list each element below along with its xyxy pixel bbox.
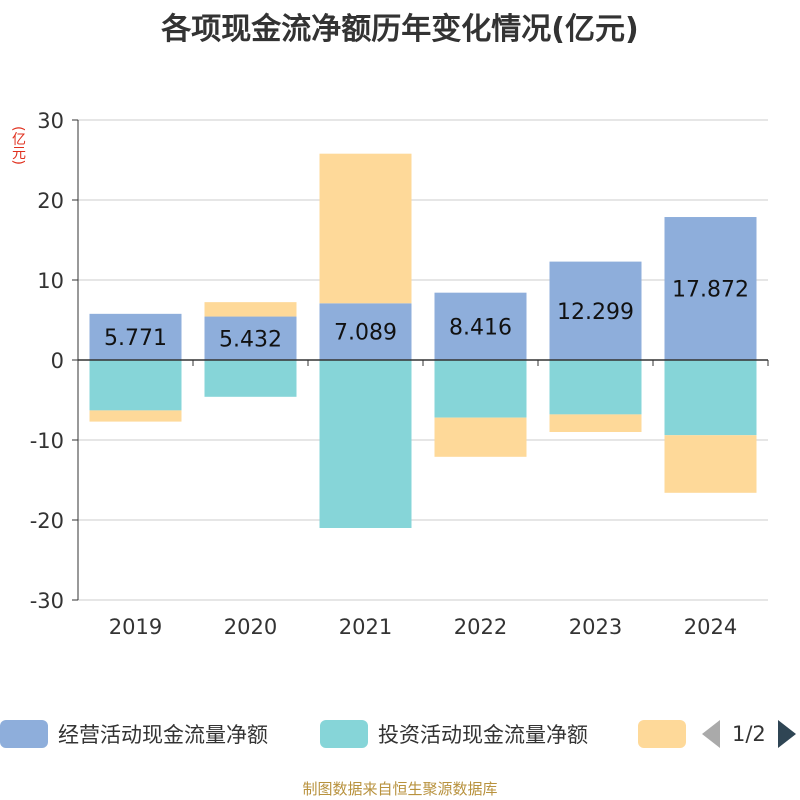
- x-tick-label: 2022: [454, 615, 507, 639]
- legend-prev-icon[interactable]: [702, 720, 720, 748]
- bar-2019-series-3: [89, 410, 182, 422]
- legend[interactable]: 经营活动现金流量净额 投资活动现金流量净额 1/2: [0, 716, 800, 752]
- data-label: 5.771: [104, 326, 167, 351]
- bar-2022-series-2: [434, 360, 527, 418]
- bar-2022-series-1: [434, 292, 527, 360]
- y-tick-label: -10: [30, 429, 64, 453]
- bar-2020-series-1: [204, 316, 297, 360]
- y-tick-label: 0: [51, 349, 64, 373]
- bar-2020-series-3: [204, 302, 297, 317]
- x-tick-label: 2019: [109, 615, 162, 639]
- y-tick-label: 30: [37, 109, 64, 133]
- legend-swatch-operating: [0, 720, 48, 748]
- bar-2024-series-1: [664, 217, 757, 360]
- bar-2024-series-2: [664, 360, 757, 436]
- data-source-footer: 制图数据来自恒生聚源数据库: [302, 780, 498, 798]
- bar-2022-series-3: [434, 417, 527, 457]
- legend-item-operating[interactable]: 经营活动现金流量净额: [0, 716, 268, 752]
- bar-2021-series-1: [319, 303, 412, 360]
- legend-page-indicator: 1/2: [732, 722, 766, 746]
- legend-swatch-investing: [320, 720, 368, 748]
- y-tick-label: -30: [30, 589, 64, 613]
- data-label: 5.432: [219, 327, 282, 352]
- data-label: 12.299: [557, 300, 634, 325]
- x-tick-label: 2024: [684, 615, 737, 639]
- legend-item-investing[interactable]: 投资活动现金流量净额: [320, 716, 588, 752]
- data-label: 17.872: [672, 278, 749, 303]
- bar-2024-series-3: [664, 435, 757, 493]
- bar-2021-series-3: [319, 153, 412, 304]
- bar-2019-series-1: [89, 313, 182, 360]
- bar-2019-series-2: [89, 360, 182, 411]
- y-tick-label: -20: [30, 509, 64, 533]
- bar-2021-series-2: [319, 360, 412, 528]
- bar-2023-series-3: [549, 414, 642, 432]
- data-label: 7.089: [334, 321, 397, 346]
- bar-2023-series-2: [549, 360, 642, 415]
- bar-2023-series-1: [549, 261, 642, 360]
- bar-2020-series-2: [204, 360, 297, 397]
- chart-area: 30 20 10 0 -10 -20 -30 2019 5.771 2020 5.432 2021 7.…: [30, 109, 769, 639]
- legend-item-financing[interactable]: [638, 716, 696, 752]
- legend-label-operating: 经营活动现金流量净额: [58, 723, 268, 747]
- y-tick-label: 10: [37, 269, 64, 293]
- y-tick-label: 20: [37, 189, 64, 213]
- y-axis-unit: (亿元): [10, 126, 26, 165]
- data-label: 8.416: [449, 315, 512, 340]
- chart-title: 各项现金流净额历年变化情况(亿元): [161, 12, 639, 47]
- x-tick-label: 2020: [224, 615, 277, 639]
- legend-label-investing: 投资活动现金流量净额: [378, 723, 588, 747]
- legend-pager: 1/2: [702, 716, 796, 752]
- legend-swatch-financing: [638, 720, 686, 748]
- x-tick-label: 2021: [339, 615, 392, 639]
- x-tick-label: 2023: [569, 615, 622, 639]
- legend-next-icon[interactable]: [777, 720, 796, 748]
